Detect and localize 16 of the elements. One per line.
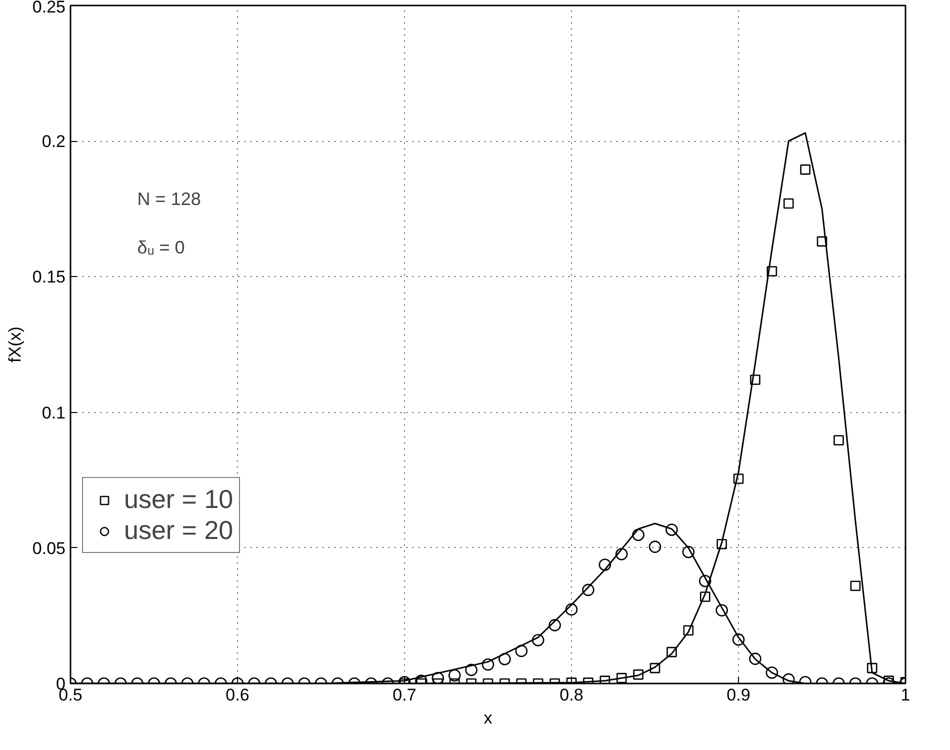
- x-tick-label: 0.6: [226, 686, 250, 704]
- y-tick-label: 0.1: [42, 403, 66, 422]
- x-tick-label: 0.8: [560, 686, 584, 704]
- y-tick-label: 0.25: [32, 0, 66, 16]
- x-tick-label: 1: [900, 686, 910, 704]
- y-axis-title: fX(x): [5, 326, 24, 362]
- x-axis-title: x: [484, 708, 493, 728]
- annotation: N = 128: [137, 188, 201, 209]
- legend-label: user = 10: [124, 484, 234, 515]
- y-tick-label: 0.15: [32, 268, 66, 287]
- legend-label: user = 20: [124, 515, 234, 546]
- annotation: δᵤ = 0: [137, 238, 185, 258]
- y-tick-label: 0.2: [42, 132, 66, 152]
- y-tick-label: 0.05: [32, 538, 66, 558]
- x-tick-label: 0.7: [392, 686, 416, 704]
- x-tick-label: 0.9: [726, 686, 750, 704]
